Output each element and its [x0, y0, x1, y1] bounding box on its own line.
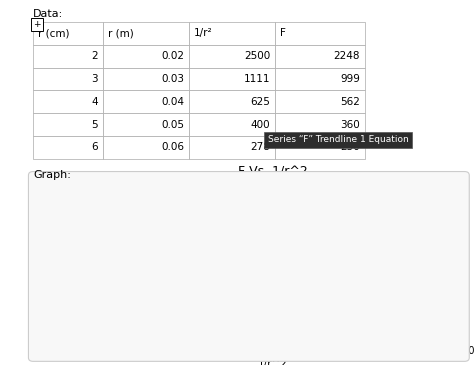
Text: 400: 400 — [251, 120, 270, 130]
FancyBboxPatch shape — [189, 113, 275, 136]
FancyBboxPatch shape — [33, 136, 103, 159]
Text: 2500: 2500 — [244, 51, 270, 61]
FancyBboxPatch shape — [33, 45, 103, 68]
Point — [130, 317, 137, 323]
FancyBboxPatch shape — [275, 113, 365, 136]
FancyBboxPatch shape — [33, 22, 103, 45]
Text: 5: 5 — [91, 120, 98, 130]
Text: 0.05: 0.05 — [161, 120, 184, 130]
Point — [114, 324, 122, 330]
FancyBboxPatch shape — [275, 91, 365, 113]
Text: Series “F” Trendline 1 Equation: Series “F” Trendline 1 Equation — [268, 135, 409, 144]
Text: r (cm): r (cm) — [38, 28, 70, 38]
Text: 0.06: 0.06 — [161, 142, 184, 152]
Point — [219, 276, 227, 282]
Text: Data:: Data: — [33, 9, 64, 19]
FancyBboxPatch shape — [103, 45, 189, 68]
FancyBboxPatch shape — [33, 91, 103, 113]
FancyBboxPatch shape — [189, 136, 275, 159]
FancyBboxPatch shape — [33, 113, 103, 136]
FancyBboxPatch shape — [103, 113, 189, 136]
Text: 0.04: 0.04 — [161, 97, 184, 107]
Text: 360: 360 — [340, 120, 360, 130]
Text: 250: 250 — [340, 142, 360, 152]
Text: y = 0.899x
R² = 1: y = 0.899x R² = 1 — [270, 218, 327, 242]
Text: 562: 562 — [340, 97, 360, 107]
Text: 1/r²: 1/r² — [194, 28, 213, 38]
Text: 278: 278 — [251, 142, 270, 152]
Text: Graph:: Graph: — [33, 170, 71, 180]
Text: +: + — [33, 20, 41, 29]
Text: 2: 2 — [91, 51, 98, 61]
FancyBboxPatch shape — [275, 68, 365, 91]
FancyBboxPatch shape — [103, 91, 189, 113]
FancyBboxPatch shape — [275, 45, 365, 68]
Text: 999: 999 — [340, 74, 360, 84]
Point — [158, 304, 166, 310]
Text: 3: 3 — [91, 74, 98, 84]
Title: F Vs. 1/r^2: F Vs. 1/r^2 — [237, 166, 308, 178]
X-axis label: 1/r^2: 1/r^2 — [257, 359, 288, 365]
FancyBboxPatch shape — [275, 22, 365, 45]
Text: 625: 625 — [251, 97, 270, 107]
Text: 2248: 2248 — [334, 51, 360, 61]
Text: 4: 4 — [91, 97, 98, 107]
FancyBboxPatch shape — [103, 68, 189, 91]
FancyBboxPatch shape — [189, 68, 275, 91]
Point — [395, 196, 403, 201]
Y-axis label: F: F — [41, 253, 47, 263]
Text: 1111: 1111 — [244, 74, 270, 84]
FancyBboxPatch shape — [189, 22, 275, 45]
FancyBboxPatch shape — [33, 68, 103, 91]
Text: 0.02: 0.02 — [161, 51, 184, 61]
FancyBboxPatch shape — [189, 91, 275, 113]
Text: 0.03: 0.03 — [161, 74, 184, 84]
Text: 6: 6 — [91, 142, 98, 152]
Text: r (m): r (m) — [108, 28, 134, 38]
FancyBboxPatch shape — [103, 136, 189, 159]
FancyBboxPatch shape — [189, 45, 275, 68]
FancyBboxPatch shape — [275, 136, 365, 159]
Text: F: F — [280, 28, 286, 38]
FancyBboxPatch shape — [103, 22, 189, 45]
